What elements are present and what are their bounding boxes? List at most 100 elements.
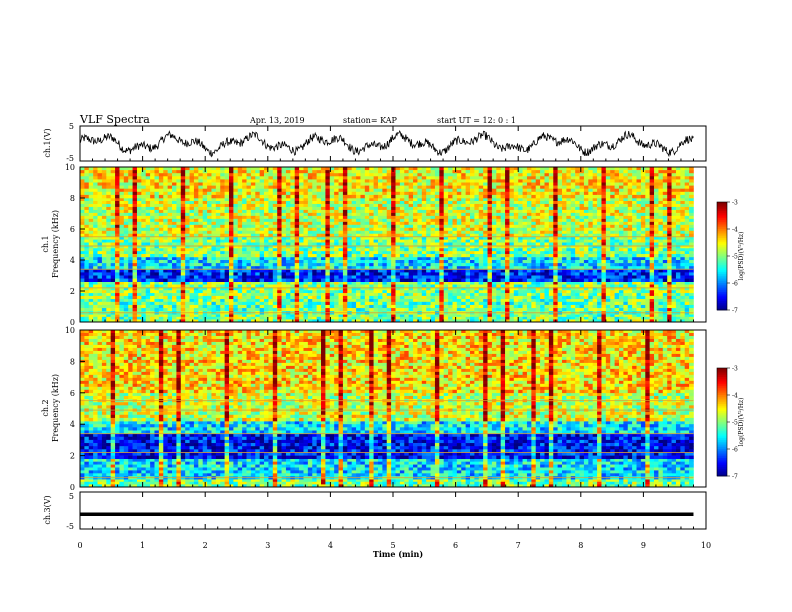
spectrogram-cell: [610, 314, 615, 318]
spectrogram-cell: [443, 242, 449, 246]
spectrogram-cell: [185, 245, 190, 249]
spectrogram-cell: [193, 269, 199, 273]
spectrogram-cell: [553, 209, 558, 214]
spectrogram-cell: [491, 248, 497, 252]
spectrogram-cell: [88, 251, 94, 255]
spectrogram-cell: [404, 275, 409, 279]
spectrogram-cell: [80, 263, 85, 267]
spectrogram-cell: [404, 206, 409, 211]
spectrogram-cell: [294, 251, 300, 255]
spectrogram-cell: [351, 215, 357, 220]
spectrogram-cell: [93, 298, 98, 303]
spectrogram-cell: [123, 200, 129, 205]
spectrogram-cell: [202, 256, 208, 261]
spectrogram-cell: [185, 242, 190, 246]
spectrogram-cell: [373, 254, 379, 258]
spectrogram-cell: [483, 319, 488, 323]
spectrogram-cell: [329, 293, 335, 297]
spectrogram-cell: [645, 209, 650, 214]
spectrogram-cell: [531, 209, 537, 214]
spectrogram-cell: [618, 287, 624, 291]
spectrogram-cell: [128, 272, 133, 276]
spectrogram-cell: [513, 203, 519, 208]
spectrogram-cell: [316, 242, 322, 246]
spectrogram-cell: [478, 269, 484, 273]
spectrogram-cell: [185, 278, 190, 282]
spectrogram-cell: [505, 269, 510, 273]
spectrogram-cell: [93, 236, 98, 240]
spectrogram-cell: [399, 278, 405, 282]
spectrogram-cell: [255, 203, 260, 208]
spectrogram-cell: [290, 248, 296, 252]
spectrogram-cell: [259, 212, 265, 217]
spectrogram-cell: [325, 206, 331, 211]
spectrogram-cell: [272, 281, 278, 285]
spectrogram-cell: [439, 248, 444, 252]
spectrogram-cell: [250, 254, 256, 258]
spectrogram-cell: [88, 295, 94, 300]
spectrogram-cell: [671, 278, 677, 282]
spectrogram-cell: [470, 260, 475, 264]
spectrogram-cell: [180, 212, 186, 217]
spectrogram-cell: [307, 212, 313, 217]
spectrogram-cell: [202, 281, 208, 285]
spectrogram-cell: [575, 263, 580, 267]
spectrogram-cell: [351, 304, 357, 309]
spectrogram-cell: [255, 319, 260, 323]
spectrogram-cell: [163, 256, 168, 261]
spectrogram-cell: [211, 215, 217, 220]
spectrogram-cell: [115, 198, 120, 202]
spectrogram-cell: [413, 278, 418, 282]
spectrogram-cell: [667, 209, 672, 214]
spectrogram-cell: [575, 272, 580, 276]
spectrogram-cell: [377, 304, 383, 309]
spectrogram-cell: [579, 209, 585, 214]
spectrogram-cell: [84, 248, 90, 252]
spectrogram-cell: [101, 245, 107, 249]
spectrogram-cell: [535, 239, 541, 243]
spectrogram-cell: [180, 239, 186, 243]
spectrogram-cell: [167, 301, 173, 306]
spectrogram-cell: [281, 304, 287, 309]
spectrogram-cell: [588, 269, 593, 273]
spectrogram-cell: [478, 290, 484, 294]
spectrogram-cell: [145, 308, 151, 312]
spectrogram-cell: [618, 316, 624, 320]
spectrogram-cell: [522, 269, 528, 273]
spectrogram-cell: [242, 275, 247, 279]
spectrogram-cell: [649, 269, 655, 273]
spectrogram-cell: [544, 245, 550, 249]
spectrogram-cell: [255, 290, 260, 294]
spectrogram-cell: [307, 256, 313, 261]
spectrogram-cell: [667, 293, 672, 297]
spectrogram-cell: [461, 200, 466, 205]
spectrogram-cell: [307, 275, 313, 279]
spectrogram-cell: [474, 314, 480, 318]
spectrogram-cell: [548, 295, 554, 300]
spectrogram-cell: [588, 239, 593, 243]
spectrogram-cell: [360, 301, 366, 306]
spectrogram-cell: [461, 203, 466, 208]
spectrogram-cell: [272, 236, 278, 240]
spectrogram-cell: [321, 200, 326, 205]
spectrogram-cell: [110, 295, 116, 300]
spectrogram-cell: [88, 212, 94, 217]
spectrogram-cell: [119, 260, 125, 264]
spectrogram-cell: [198, 293, 203, 297]
spectrogram-cell: [605, 314, 611, 318]
spectrogram-cell: [364, 295, 370, 300]
spectrogram-cell: [522, 295, 528, 300]
spectrogram-cell: [443, 198, 449, 202]
spectrogram-cell: [408, 256, 414, 261]
spectrogram-cell: [544, 263, 550, 267]
spectrogram-cell: [671, 236, 677, 240]
spectrogram-cell: [342, 256, 348, 261]
spectrogram-cell: [487, 272, 493, 276]
spectrogram-cell: [434, 272, 440, 276]
spectrogram-cell: [667, 319, 672, 323]
spectrogram-cell: [373, 314, 379, 318]
spectrogram-cell: [180, 290, 186, 294]
ch1-waveform-line: [79, 129, 694, 158]
spectrogram-cell: [158, 295, 164, 300]
spectrogram-cell: [264, 308, 269, 312]
